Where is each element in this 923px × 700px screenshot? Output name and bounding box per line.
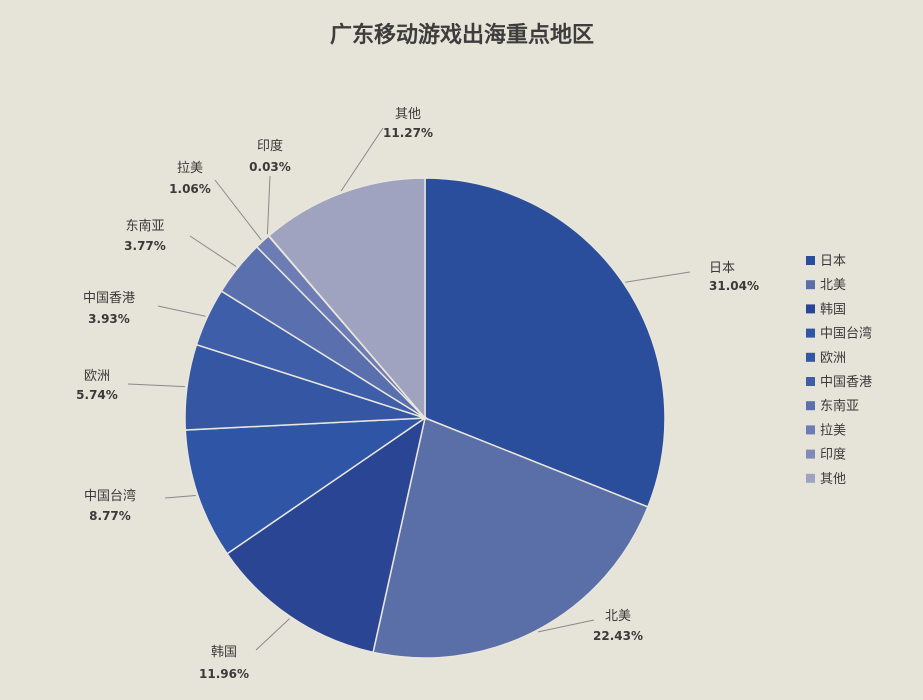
legend-swatch-7: [806, 425, 815, 435]
leader-line-8: [266, 175, 271, 235]
leader-line-6: [189, 235, 237, 268]
legend-swatch-6: [806, 401, 815, 411]
leader-line-4: [127, 383, 186, 388]
slice-label-name-8: 印度: [257, 138, 283, 154]
slice-label-value-4: 5.74%: [76, 388, 118, 402]
leader-line-1: [538, 619, 595, 633]
slice-label-name-7: 拉美: [177, 161, 203, 176]
slice-label-value-6: 3.77%: [124, 239, 166, 253]
slice-label-value-0: 31.04%: [709, 279, 759, 293]
legend-swatch-9: [806, 473, 815, 483]
legend-swatch-2: [806, 304, 815, 314]
leader-line-0: [625, 271, 691, 283]
slice-label-value-9: 11.27%: [383, 126, 433, 140]
slice-label-name-3: 中国台湾: [84, 488, 136, 504]
legend-label-1: 北美: [820, 278, 846, 293]
slice-label-value-8: 0.03%: [249, 160, 291, 174]
pie-slice-1: [372, 416, 649, 659]
slice-labels: 日本 31.04% 北美 22.43% 韩国 11.96% 中国台湾 8.77% 欧洲 5.74%…: [76, 107, 759, 681]
leader-lines: [127, 127, 691, 651]
pie-slice-2: [226, 416, 427, 654]
legend-swatch-5: [806, 377, 815, 386]
pie-slice-9: [267, 177, 426, 421]
legend-label-6: 东南亚: [820, 398, 859, 414]
slice-label-name-5: 中国香港: [83, 291, 135, 306]
legend-label-7: 拉美: [820, 423, 846, 438]
slice-label-value-7: 1.06%: [169, 182, 211, 196]
pie-slices: [184, 177, 666, 659]
chart-title: 广东移动游戏出海重点地区: [330, 22, 594, 48]
leader-line-9: [340, 127, 384, 192]
legend-swatch-0: [806, 256, 815, 265]
legend-label-2: 韩国: [820, 302, 846, 317]
legend-label-3: 中国台湾: [820, 326, 872, 342]
legend-swatch-8: [806, 449, 815, 459]
legend-swatch-3: [806, 328, 815, 338]
slice-label-value-2: 11.96%: [199, 667, 249, 681]
pie-slice-3: [184, 417, 428, 555]
slice-label-name-6: 东南亚: [125, 218, 164, 234]
slice-label-name-2: 韩国: [211, 645, 237, 660]
slice-label-value-1: 22.43%: [593, 629, 643, 643]
slice-label-name-0: 日本: [709, 261, 735, 276]
leader-line-2: [255, 618, 290, 651]
slice-label-name-9: 其他: [395, 107, 421, 122]
leader-line-3: [164, 495, 196, 499]
legend-swatch-1: [806, 280, 815, 290]
leader-line-7: [214, 179, 262, 241]
legend-label-0: 日本: [820, 254, 846, 269]
legend-label-8: 印度: [820, 447, 846, 463]
slice-label-value-3: 8.77%: [89, 509, 131, 523]
legend-label-9: 其他: [820, 472, 846, 487]
slice-label-value-5: 3.93%: [88, 312, 130, 326]
slice-label-name-4: 欧洲: [84, 369, 110, 384]
legend-label-5: 中国香港: [820, 375, 872, 390]
pie-slice-0: [424, 177, 666, 508]
legend-swatch-4: [806, 352, 815, 362]
legend-label-4: 欧洲: [820, 351, 846, 366]
leader-line-5: [157, 305, 206, 317]
slice-label-name-1: 北美: [605, 609, 631, 624]
